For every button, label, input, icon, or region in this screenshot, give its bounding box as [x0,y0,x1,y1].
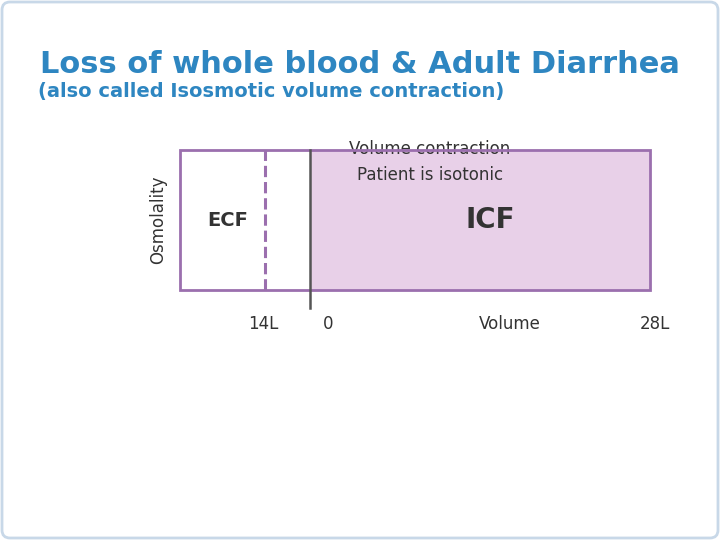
Bar [180,150,310,290]
Text: Loss of whole blood & Adult Diarrhea: Loss of whole blood & Adult Diarrhea [40,50,680,79]
Text: 0: 0 [323,315,333,333]
Bar [310,150,650,290]
Bar [180,150,650,290]
Text: Osmolality: Osmolality [149,176,167,264]
Text: (also called Isosmotic volume contraction): (also called Isosmotic volume contractio… [38,82,504,101]
Text: Volume: Volume [479,315,541,333]
Text: ECF: ECF [207,211,248,229]
Text: ICF: ICF [465,206,515,234]
Text: Volume contraction
Patient is isotonic: Volume contraction Patient is isotonic [349,140,510,184]
Text: 14L: 14L [248,315,278,333]
Text: 28L: 28L [640,315,670,333]
